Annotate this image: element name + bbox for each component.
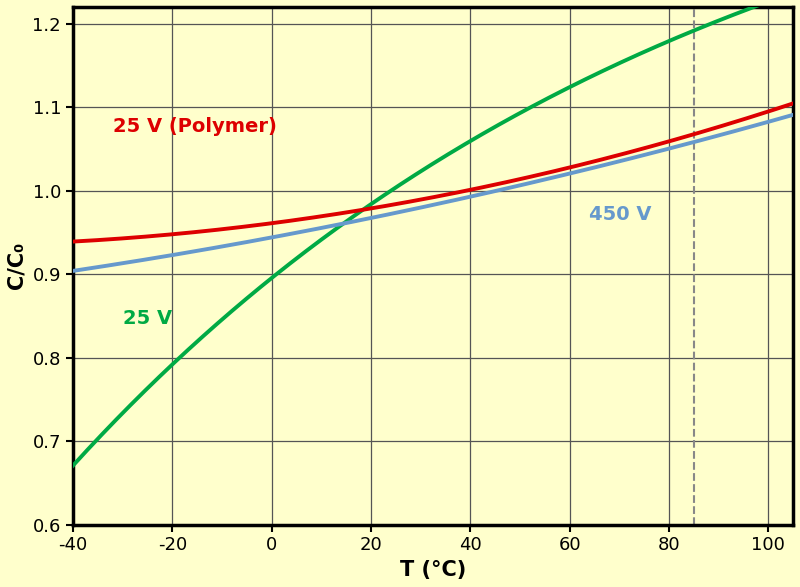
Y-axis label: C/C₀: C/C₀ bbox=[7, 242, 27, 289]
X-axis label: T (°C): T (°C) bbox=[400, 560, 466, 580]
Text: 25 V: 25 V bbox=[122, 309, 172, 328]
Text: 450 V: 450 V bbox=[590, 205, 652, 224]
Text: 25 V (Polymer): 25 V (Polymer) bbox=[113, 117, 277, 136]
